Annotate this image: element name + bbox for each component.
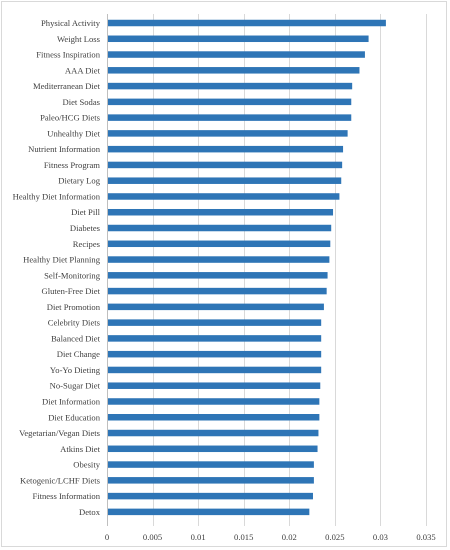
bar xyxy=(108,130,348,137)
bar xyxy=(108,98,352,106)
bar xyxy=(108,492,313,500)
bar xyxy=(108,414,320,421)
bar xyxy=(108,335,322,342)
category-label: AAA Diet xyxy=(65,65,101,75)
x-tick-label: 0.01 xyxy=(191,532,206,542)
category-label: Diet Sodas xyxy=(63,97,101,107)
bar xyxy=(108,35,369,43)
bar xyxy=(108,366,322,374)
bar xyxy=(108,429,319,437)
bar xyxy=(108,256,330,263)
bar xyxy=(108,145,344,153)
bar xyxy=(108,224,332,232)
category-label: Recipes xyxy=(73,239,101,249)
category-label: Atkins Diet xyxy=(60,444,100,454)
category-label: Gluten-Free Diet xyxy=(42,286,101,296)
category-label: Ketogenic/LCHF Diets xyxy=(20,475,101,485)
x-tick-label: 0 xyxy=(105,532,109,542)
bar xyxy=(108,114,352,121)
category-label: Diabetes xyxy=(70,223,101,233)
bar xyxy=(108,82,353,90)
category-label: Yo-Yo Dieting xyxy=(50,365,101,375)
bar xyxy=(108,193,340,200)
category-label: Dietary Log xyxy=(58,176,100,186)
bar xyxy=(108,19,386,27)
x-tick-label: 0.005 xyxy=(143,532,162,542)
category-label: Unhealthy Diet xyxy=(47,128,100,138)
bar xyxy=(108,445,318,453)
bar xyxy=(108,287,327,295)
category-label: Physical Activity xyxy=(41,18,101,28)
bar xyxy=(108,303,324,311)
x-tick-label: 0.035 xyxy=(416,532,435,542)
bar xyxy=(108,240,331,248)
bar xyxy=(108,382,321,389)
bar xyxy=(108,508,310,516)
category-label: Diet Promotion xyxy=(47,302,101,312)
category-label: Healthy Diet Information xyxy=(13,191,101,201)
bar xyxy=(108,319,322,326)
category-label: Diet Change xyxy=(57,349,100,359)
category-label: Vegetarian/Vegan Diets xyxy=(19,428,101,438)
category-label: Balanced Diet xyxy=(51,333,101,343)
x-tick-label: 0.025 xyxy=(325,532,344,542)
category-label: Diet Education xyxy=(48,412,100,422)
category-label: No-Sugar Diet xyxy=(50,381,101,391)
category-label: Fitness Inspiration xyxy=(36,50,100,60)
x-tick-label: 0.02 xyxy=(282,532,297,542)
x-tick-label: 0.03 xyxy=(373,532,388,542)
category-label: Paleo/HCG Diets xyxy=(40,113,101,123)
bar xyxy=(108,177,342,184)
x-tick-labels: 0 0.005 0.01 0.015 0.02 0.025 0.03 0.035 xyxy=(105,532,436,542)
bar xyxy=(108,208,334,216)
category-labels: Physical Activity Weight Loss Fitness Insp… xyxy=(13,18,101,517)
category-label: Self-Monitoring xyxy=(44,270,101,280)
bar xyxy=(108,398,320,405)
bar xyxy=(108,350,322,358)
category-label: Detox xyxy=(79,507,101,517)
category-label: Nutrient Information xyxy=(28,144,101,154)
bar xyxy=(108,477,314,484)
bar xyxy=(108,51,365,58)
bars xyxy=(108,19,386,516)
bar xyxy=(108,67,360,74)
bar xyxy=(108,161,343,169)
bar xyxy=(108,461,314,468)
x-tick-label: 0.015 xyxy=(234,532,253,542)
bar xyxy=(108,272,328,279)
category-label: Obesity xyxy=(73,460,100,470)
category-label: Mediterranean Diet xyxy=(33,81,101,91)
category-label: Fitness Information xyxy=(32,491,100,501)
category-label: Fitness Program xyxy=(44,160,100,170)
category-label: Celebrity Diets xyxy=(48,318,101,328)
category-label: Diet Information xyxy=(42,396,101,406)
category-label: Healthy Diet Planning xyxy=(23,255,101,265)
category-label: Diet Pill xyxy=(71,207,100,217)
category-label: Weight Loss xyxy=(57,34,101,44)
